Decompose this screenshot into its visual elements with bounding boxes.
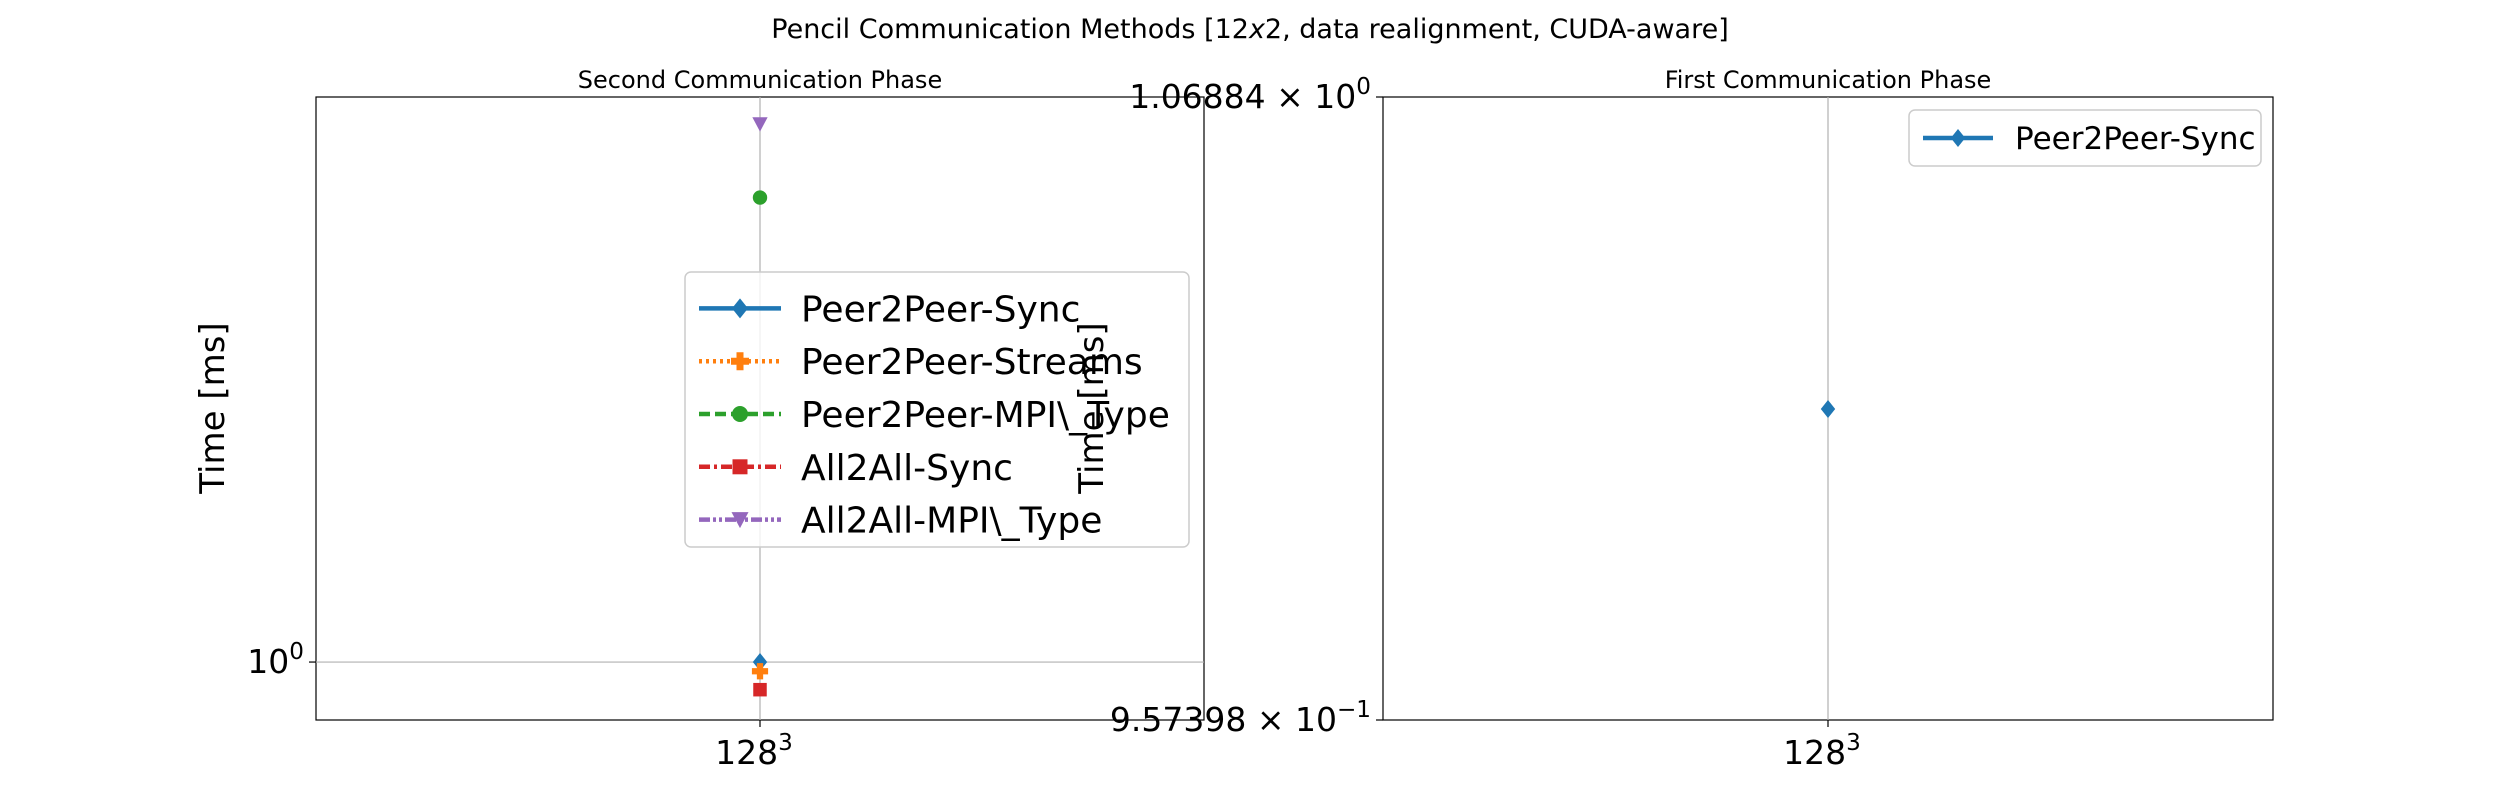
data-point [753,682,767,697]
data-point [751,663,769,680]
legend-label: Peer2Peer-Sync [2015,121,2256,157]
chart-title: Second Communication Phase [578,66,942,94]
legend-marker [732,298,748,319]
data-marks [1820,399,1836,418]
legend-marker [732,459,748,475]
data-point [752,190,768,205]
data-marks [751,117,769,697]
x-tick-label: 1283 [715,730,793,772]
y-axis-label: Time [ms] [1072,322,1112,494]
axis-ticks: 1283 1.06884 × 100 9.57398 × 10−1 [1110,74,1861,772]
chart-first-communication-phase: First Communication Phase Time [ms] 1283… [1072,66,2274,772]
legend-marker [731,352,749,371]
data-point [1820,399,1836,418]
legend-label: All2All-MPI\_Type [801,501,1102,542]
legend-marker [1950,129,1966,147]
y-tick-label: 100 [247,639,304,681]
data-point [752,117,768,132]
y-tick-label: 1.06884 × 100 [1129,74,1371,116]
legend-label: Peer2Peer-Sync [801,289,1080,330]
legend-frame [1908,109,2262,167]
chart-second-communication-phase: Second Communication Phase Time [ms] 128… [193,66,1205,772]
y-axis-label: Time [ms] [193,322,233,494]
legend-marker [731,512,749,529]
figure-title: Pencil Communication Methods [12x2, data… [771,14,1728,45]
chart-title: First Communication Phase [1665,66,1992,94]
axis-ticks: 1283 100 [247,639,793,772]
x-tick-label: 1283 [1783,730,1861,772]
data-point [752,653,768,672]
legend: Peer2Peer-Sync Peer2Peer-Streams Peer2Peer… [684,271,1190,548]
legend-label: All2All-Sync [801,448,1013,489]
legend-frame [684,271,1190,548]
y-tick-label: 9.57398 × 10−1 [1110,697,1371,739]
legend-marker [732,406,748,422]
legend: Peer2Peer-Sync [1908,109,2262,167]
legend-label: Peer2Peer-Streams [801,342,1143,383]
legend-label: Peer2Peer-MPI\_Type [801,395,1170,436]
